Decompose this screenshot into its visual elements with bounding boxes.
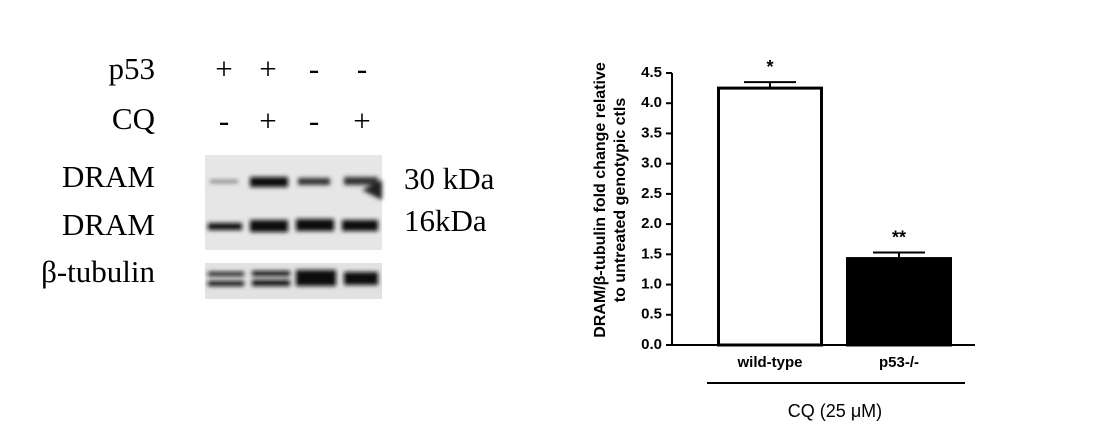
- sign: +: [259, 51, 276, 86]
- significance: *: [766, 57, 773, 77]
- y-tick-label: 1.0: [641, 276, 662, 293]
- row-label: DRAM: [62, 207, 155, 242]
- y-axis-label: DRAM/β-tubulin fold change relative: [592, 62, 609, 338]
- row-label: DRAM: [62, 159, 155, 194]
- y-tick-label: 2.0: [641, 215, 662, 232]
- sign: -: [219, 103, 229, 138]
- y-tick-label: 3.5: [641, 124, 662, 141]
- size-label: 16kDa: [404, 203, 487, 238]
- sign: +: [353, 103, 370, 138]
- sign: -: [309, 103, 319, 138]
- row-label: β-tubulin: [41, 254, 155, 289]
- y-tick-label: 3.0: [641, 155, 662, 172]
- bar: [846, 257, 952, 347]
- x-tick-label: wild-type: [736, 354, 802, 371]
- x-axis-label: CQ (25 μM): [788, 401, 882, 421]
- size-label: 30 kDa: [404, 161, 495, 196]
- y-tick-label: 4.5: [641, 64, 662, 81]
- y-tick-label: 0.0: [641, 336, 662, 353]
- blot-panels: [205, 155, 382, 299]
- x-tick-label: p53-/-: [879, 354, 919, 371]
- significance: **: [892, 227, 906, 247]
- bar: [717, 86, 823, 347]
- y-tick-label: 1.5: [641, 245, 662, 262]
- sign: -: [309, 51, 319, 86]
- row-label: p53: [109, 51, 156, 86]
- sign: -: [357, 51, 367, 86]
- y-axis-label: to untreated genotypic ctls: [612, 98, 629, 303]
- y-tick-label: 0.5: [641, 306, 662, 323]
- sign: +: [215, 51, 232, 86]
- y-tick-label: 4.0: [641, 94, 662, 111]
- row-label: CQ: [112, 101, 155, 136]
- y-tick-label: 2.5: [641, 185, 662, 202]
- sign: +: [259, 103, 276, 138]
